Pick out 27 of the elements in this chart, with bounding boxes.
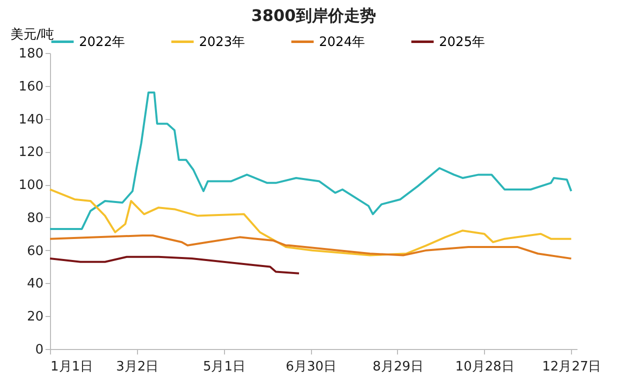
legend-label: 2022年 bbox=[79, 34, 126, 50]
x-tick-label: 6月30日 bbox=[286, 360, 337, 374]
legend-label: 2024年 bbox=[319, 34, 366, 50]
line-series bbox=[49, 234, 572, 260]
line-series bbox=[49, 91, 572, 230]
y-tick-label: 0 bbox=[35, 342, 44, 358]
line-series bbox=[49, 188, 572, 256]
x-tick-label: 8月29日 bbox=[372, 360, 424, 374]
y-tick-label: 160 bbox=[18, 79, 44, 94]
y-tick-label: 80 bbox=[26, 210, 44, 226]
x-tick-label: 1月1日 bbox=[50, 360, 94, 374]
y-tick-label: 60 bbox=[26, 244, 44, 259]
y-tick-label: 120 bbox=[18, 145, 44, 160]
y-tick-label: 180 bbox=[18, 46, 44, 62]
legend-label: 2023年 bbox=[199, 34, 246, 50]
line-series bbox=[49, 256, 300, 274]
y-axis-title: 美元/吨 bbox=[10, 26, 54, 42]
chart-title: 3800到岸价走势 bbox=[251, 6, 376, 25]
y-tick-label: 40 bbox=[26, 276, 44, 292]
y-tick-label: 140 bbox=[18, 112, 44, 128]
x-tick-label: 10月28日 bbox=[455, 360, 514, 374]
x-tick-label: 3月2日 bbox=[116, 360, 159, 374]
legend-label: 2025年 bbox=[439, 34, 486, 50]
x-tick-label: 12月27日 bbox=[542, 360, 602, 374]
y-tick-label: 20 bbox=[26, 310, 44, 325]
x-tick-label: 5月1日 bbox=[202, 360, 246, 374]
y-tick-label: 100 bbox=[18, 178, 44, 194]
